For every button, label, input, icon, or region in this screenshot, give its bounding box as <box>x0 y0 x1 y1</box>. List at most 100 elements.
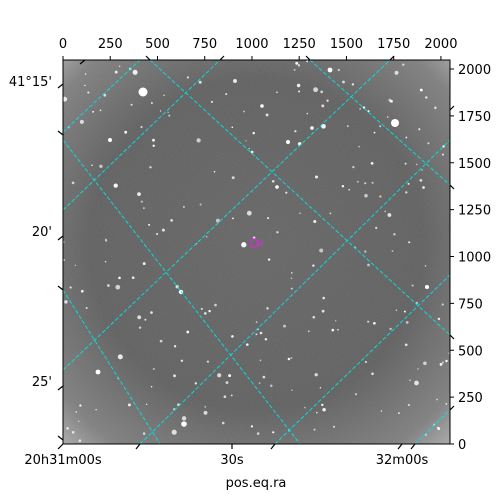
star <box>403 310 406 313</box>
star <box>210 100 213 103</box>
star <box>379 125 382 128</box>
star <box>337 68 340 72</box>
star <box>411 284 414 287</box>
star <box>391 250 394 252</box>
star <box>233 79 237 83</box>
star <box>290 357 293 359</box>
star <box>359 108 361 110</box>
world-tick-mark <box>57 130 64 136</box>
star <box>375 226 378 230</box>
star <box>313 220 317 223</box>
star <box>306 112 309 115</box>
world-axis-ticks <box>57 55 455 450</box>
star <box>152 144 155 147</box>
star <box>306 60 308 63</box>
star <box>417 368 419 370</box>
star <box>321 104 325 108</box>
star <box>291 389 293 391</box>
star <box>358 145 360 148</box>
star <box>296 83 301 88</box>
star <box>421 169 423 171</box>
star <box>228 374 232 378</box>
grid-line <box>309 60 450 186</box>
star <box>79 119 84 124</box>
ra-tick-label: 20h31m00s <box>24 453 102 468</box>
star <box>357 181 359 183</box>
star <box>232 217 234 220</box>
star <box>321 309 325 313</box>
star <box>63 96 68 102</box>
star <box>246 343 249 346</box>
star <box>367 320 370 323</box>
star <box>84 73 87 75</box>
star <box>334 320 337 322</box>
world-tick-mark <box>270 443 276 450</box>
star <box>144 318 147 321</box>
x-tick-label: 2000 <box>424 37 457 52</box>
x-tick-label: 250 <box>98 37 123 52</box>
star <box>140 125 143 129</box>
star <box>287 357 291 361</box>
star <box>265 113 269 117</box>
star <box>231 126 234 129</box>
grid-line <box>274 274 450 444</box>
star <box>84 84 86 87</box>
star <box>132 69 138 75</box>
star <box>316 411 318 414</box>
y-tick-label: 0 <box>458 438 466 453</box>
world-tick-mark <box>79 59 86 65</box>
star <box>248 147 251 150</box>
star <box>405 191 408 194</box>
star <box>262 375 266 379</box>
star <box>118 65 121 68</box>
y-tick-label: 1000 <box>458 251 491 266</box>
dec-tick-label: 25' <box>32 375 52 390</box>
star <box>414 380 419 386</box>
world-tick-mark <box>145 55 151 61</box>
bright-star <box>275 185 279 189</box>
grid-line <box>63 60 221 211</box>
star <box>142 432 146 435</box>
star <box>163 94 165 97</box>
world-tick-mark <box>449 184 455 190</box>
world-tick-mark <box>219 55 225 61</box>
star <box>64 300 68 304</box>
star <box>71 430 75 434</box>
star <box>159 110 162 112</box>
y-tick-label: 2000 <box>458 63 491 78</box>
star <box>221 421 225 425</box>
star <box>295 61 299 65</box>
star <box>442 145 445 148</box>
y-tick-label: 500 <box>458 344 483 359</box>
star <box>434 106 437 110</box>
star <box>75 410 78 413</box>
star <box>255 333 258 336</box>
star <box>364 182 367 185</box>
star <box>393 233 396 236</box>
world-tick-mark <box>57 235 64 241</box>
star <box>364 360 367 364</box>
star <box>225 93 228 96</box>
world-tick-mark <box>389 55 395 61</box>
star <box>283 324 286 328</box>
world-tick-mark <box>135 443 141 450</box>
grid-line <box>63 60 141 133</box>
star <box>143 207 145 209</box>
star <box>87 91 90 94</box>
world-tick-mark <box>57 443 64 450</box>
star <box>71 181 75 185</box>
star <box>427 142 430 145</box>
plot-frame <box>62 59 451 445</box>
star <box>422 186 425 189</box>
grid-line <box>63 289 161 444</box>
star <box>258 382 261 384</box>
star <box>409 379 411 382</box>
star <box>230 394 233 397</box>
star <box>137 315 142 320</box>
star <box>105 238 107 241</box>
x-tick-label: 1250 <box>283 37 316 52</box>
star <box>137 192 141 196</box>
star <box>145 403 148 406</box>
star <box>150 311 153 314</box>
star <box>342 80 345 84</box>
